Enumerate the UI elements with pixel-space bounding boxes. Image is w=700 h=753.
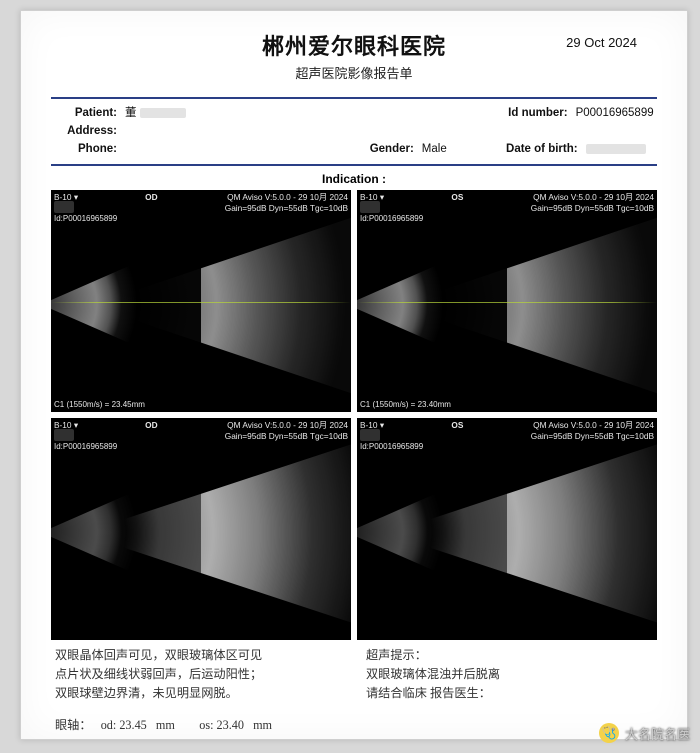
watermark-icon: 🩺 <box>599 723 619 743</box>
finding-line: 请结合临床 报告医生： <box>366 684 653 703</box>
ultrasound-image <box>51 190 351 412</box>
redacted-dob <box>586 144 646 154</box>
findings-block: 双眼晶体回声可见，双眼玻璃体区可见 点片状及细线状弱回声，后运动阳性； 双眼球壁… <box>51 646 657 703</box>
ultrasound-image <box>357 418 657 640</box>
findings-right: 超声提示： 双眼玻璃体混浊并后脱离 请结合临床 报告医生： <box>366 646 653 703</box>
scan-id: Id:P00016965899 <box>360 214 423 223</box>
scan-thumb-icon <box>360 429 380 441</box>
label-dob: Date of birth: <box>496 141 578 159</box>
patient-gender: Male <box>422 141 447 159</box>
eye-label-os: OS <box>451 192 463 213</box>
scan-software: QM Aviso V:5.0.0 - 29 10月 2024 <box>531 420 654 430</box>
report-date: 29 Oct 2024 <box>566 35 637 50</box>
scan-gain: Gain=95dB Dyn=55dB Tgc=10dB <box>225 203 348 213</box>
patient-info: Patient: 董 Id number: P00016965899 Addre… <box>51 105 657 158</box>
label-patient: Patient: <box>59 105 117 123</box>
scan-gain: Gain=95dB Dyn=55dB Tgc=10dB <box>531 431 654 441</box>
divider-mid <box>51 164 657 166</box>
finding-line: 双眼晶体回声可见，双眼玻璃体区可见 <box>55 646 342 665</box>
scan-os-bottom: B-10 ▾ OS QM Aviso V:5.0.0 - 29 10月 2024… <box>357 418 657 640</box>
axis-unit: mm <box>156 718 175 732</box>
findings-right-title: 超声提示： <box>366 646 653 665</box>
label-gender: Gender: <box>366 141 414 159</box>
scan-software: QM Aviso V:5.0.0 - 29 10月 2024 <box>225 192 348 202</box>
scan-thumb-icon <box>54 201 74 213</box>
eye-label-os: OS <box>451 420 463 441</box>
scan-thumb-icon <box>360 201 380 213</box>
scan-measure-os: C1 (1550m/s) = 23.40mm <box>360 400 451 409</box>
scan-measure-od: C1 (1550m/s) = 23.45mm <box>54 400 145 409</box>
scan-gain: Gain=95dB Dyn=55dB Tgc=10dB <box>225 431 348 441</box>
scan-software: QM Aviso V:5.0.0 - 29 10月 2024 <box>225 420 348 430</box>
scan-grid: B-10 ▾ OD QM Aviso V:5.0.0 - 29 10月 2024… <box>51 190 657 640</box>
patient-dob <box>586 141 646 159</box>
axis-label: 眼轴： <box>55 718 92 732</box>
patient-surname: 董 <box>125 107 137 119</box>
watermark: 🩺 大名院名医 <box>599 723 690 743</box>
scan-id: Id:P00016965899 <box>54 442 117 451</box>
findings-left: 双眼晶体回声可见，双眼玻璃体区可见 点片状及细线状弱回声，后运动阳性； 双眼球壁… <box>55 646 342 703</box>
report-page: 郴州爱尔眼科医院 超声医院影像报告单 29 Oct 2024 Patient: … <box>20 10 688 740</box>
label-phone: Phone: <box>59 141 117 159</box>
divider-top <box>51 97 657 99</box>
axis-od-label: od: <box>101 718 117 732</box>
axis-os-val: 23.40 <box>217 718 244 732</box>
redacted-name <box>140 108 186 118</box>
report-header: 郴州爱尔眼科医院 超声医院影像报告单 29 Oct 2024 <box>51 29 657 91</box>
scan-id: Id:P00016965899 <box>360 442 423 451</box>
label-address: Address: <box>59 123 117 141</box>
scan-id: Id:P00016965899 <box>54 214 117 223</box>
eye-label-od: OD <box>145 420 157 441</box>
axis-od-val: 23.45 <box>119 718 146 732</box>
finding-line: 双眼球壁边界清，未见明显网脱。 <box>55 684 342 703</box>
scan-thumb-icon <box>54 429 74 441</box>
indication-label: Indication : <box>51 172 657 186</box>
axis-os-label: os: <box>199 718 213 732</box>
axis-unit: mm <box>253 718 272 732</box>
finding-line: 双眼玻璃体混浊并后脱离 <box>366 665 653 684</box>
eye-label-od: OD <box>145 192 157 213</box>
scan-gain: Gain=95dB Dyn=55dB Tgc=10dB <box>531 203 654 213</box>
report-subtitle: 超声医院影像报告单 <box>51 63 657 82</box>
scan-os-top: B-10 ▾ OS QM Aviso V:5.0.0 - 29 10月 2024… <box>357 190 657 412</box>
watermark-text: 大名院名医 <box>625 724 690 743</box>
scan-software: QM Aviso V:5.0.0 - 29 10月 2024 <box>531 192 654 202</box>
scan-od-bottom: B-10 ▾ OD QM Aviso V:5.0.0 - 29 10月 2024… <box>51 418 351 640</box>
patient-id: P00016965899 <box>576 105 654 123</box>
ultrasound-image <box>51 418 351 640</box>
finding-line: 点片状及细线状弱回声，后运动阳性； <box>55 665 342 684</box>
label-id: Id number: <box>496 105 568 123</box>
patient-name: 董 <box>125 105 186 123</box>
ultrasound-image <box>357 190 657 412</box>
scan-od-top: B-10 ▾ OD QM Aviso V:5.0.0 - 29 10月 2024… <box>51 190 351 412</box>
axis-line: 眼轴： od: 23.45 mm os: 23.40 mm <box>51 715 657 733</box>
